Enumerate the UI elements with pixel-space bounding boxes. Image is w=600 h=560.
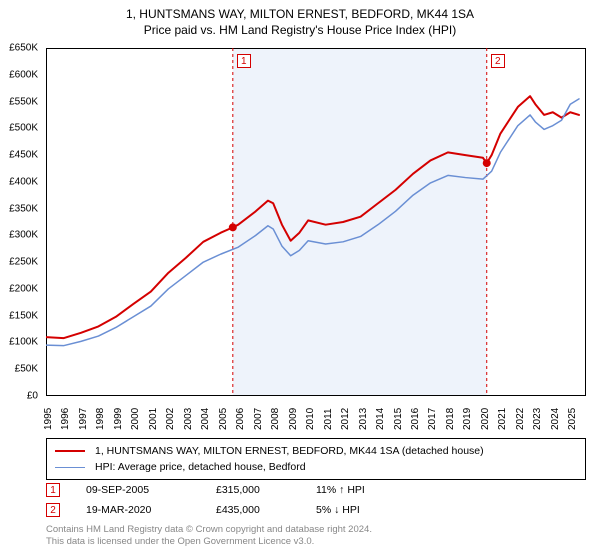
xtick-label: 2013 xyxy=(358,408,369,430)
chart-title-block: 1, HUNTSMANS WAY, MILTON ERNEST, BEDFORD… xyxy=(0,0,600,38)
ytick-label: £500K xyxy=(9,123,38,134)
event-row: 1 09-SEP-2005 £315,000 11% ↑ HPI xyxy=(46,480,586,500)
chart-svg xyxy=(46,48,586,396)
xtick-label: 2015 xyxy=(393,408,404,430)
event-pct: 11% ↑ HPI xyxy=(316,484,436,496)
xtick-label: 2011 xyxy=(323,408,334,430)
xtick-label: 1995 xyxy=(43,408,54,430)
event-date: 19-MAR-2020 xyxy=(86,504,216,516)
ytick-label: £450K xyxy=(9,150,38,161)
xtick-label: 2014 xyxy=(375,408,386,430)
xtick-label: 2010 xyxy=(305,408,316,430)
ytick-label: £550K xyxy=(9,96,38,107)
title-line2: Price paid vs. HM Land Registry's House … xyxy=(0,22,600,38)
xtick-label: 2002 xyxy=(165,408,176,430)
ytick-label: £200K xyxy=(9,283,38,294)
xtick-label: 2008 xyxy=(270,408,281,430)
title-line1: 1, HUNTSMANS WAY, MILTON ERNEST, BEDFORD… xyxy=(0,6,600,22)
xtick-label: 1998 xyxy=(95,408,106,430)
legend-row: HPI: Average price, detached house, Bedf… xyxy=(55,459,577,475)
event-marker-2: 2 xyxy=(46,503,60,517)
xtick-label: 2018 xyxy=(445,408,456,430)
xtick-label: 2023 xyxy=(532,408,543,430)
legend-swatch-hpi xyxy=(55,467,85,468)
ytick-label: £250K xyxy=(9,257,38,268)
legend-swatch-property xyxy=(55,450,85,452)
ytick-label: £100K xyxy=(9,337,38,348)
ytick-label: £0 xyxy=(27,391,38,402)
legend-label-property: 1, HUNTSMANS WAY, MILTON ERNEST, BEDFORD… xyxy=(95,445,484,457)
ytick-label: £650K xyxy=(9,43,38,54)
event-price: £435,000 xyxy=(216,504,316,516)
xtick-label: 1996 xyxy=(60,408,71,430)
xtick-label: 2024 xyxy=(550,408,561,430)
ytick-label: £150K xyxy=(9,310,38,321)
chart-area: £0£50K£100K£150K£200K£250K£300K£350K£400… xyxy=(46,48,586,396)
xtick-label: 2022 xyxy=(515,408,526,430)
legend: 1, HUNTSMANS WAY, MILTON ERNEST, BEDFORD… xyxy=(46,438,586,480)
xtick-label: 2009 xyxy=(288,408,299,430)
ytick-label: £400K xyxy=(9,176,38,187)
legend-label-hpi: HPI: Average price, detached house, Bedf… xyxy=(95,461,306,473)
events-table: 1 09-SEP-2005 £315,000 11% ↑ HPI 2 19-MA… xyxy=(46,480,586,520)
footer: Contains HM Land Registry data © Crown c… xyxy=(46,524,372,548)
event-date: 09-SEP-2005 xyxy=(86,484,216,496)
xtick-label: 2000 xyxy=(130,408,141,430)
xtick-label: 2012 xyxy=(340,408,351,430)
xtick-label: 1997 xyxy=(78,408,89,430)
xtick-label: 2019 xyxy=(462,408,473,430)
footer-line2: This data is licensed under the Open Gov… xyxy=(46,536,372,548)
xtick-label: 1999 xyxy=(113,408,124,430)
event-price: £315,000 xyxy=(216,484,316,496)
xtick-label: 2016 xyxy=(410,408,421,430)
xtick-label: 2001 xyxy=(148,408,159,430)
xtick-label: 2003 xyxy=(183,408,194,430)
divider-marker-1: 1 xyxy=(237,54,251,68)
event-pct: 5% ↓ HPI xyxy=(316,504,436,516)
ytick-label: £350K xyxy=(9,203,38,214)
event-row: 2 19-MAR-2020 £435,000 5% ↓ HPI xyxy=(46,500,586,520)
footer-line1: Contains HM Land Registry data © Crown c… xyxy=(46,524,372,536)
xtick-label: 2021 xyxy=(497,408,508,430)
legend-row: 1, HUNTSMANS WAY, MILTON ERNEST, BEDFORD… xyxy=(55,443,577,459)
xtick-label: 2025 xyxy=(567,408,578,430)
event-marker-1: 1 xyxy=(46,483,60,497)
xtick-label: 2017 xyxy=(427,408,438,430)
xtick-label: 2006 xyxy=(235,408,246,430)
xtick-label: 2005 xyxy=(218,408,229,430)
ytick-label: £50K xyxy=(15,364,38,375)
ytick-label: £300K xyxy=(9,230,38,241)
xtick-label: 2004 xyxy=(200,408,211,430)
ytick-label: £600K xyxy=(9,69,38,80)
divider-marker-2: 2 xyxy=(491,54,505,68)
xtick-label: 2007 xyxy=(253,408,264,430)
xtick-label: 2020 xyxy=(480,408,491,430)
